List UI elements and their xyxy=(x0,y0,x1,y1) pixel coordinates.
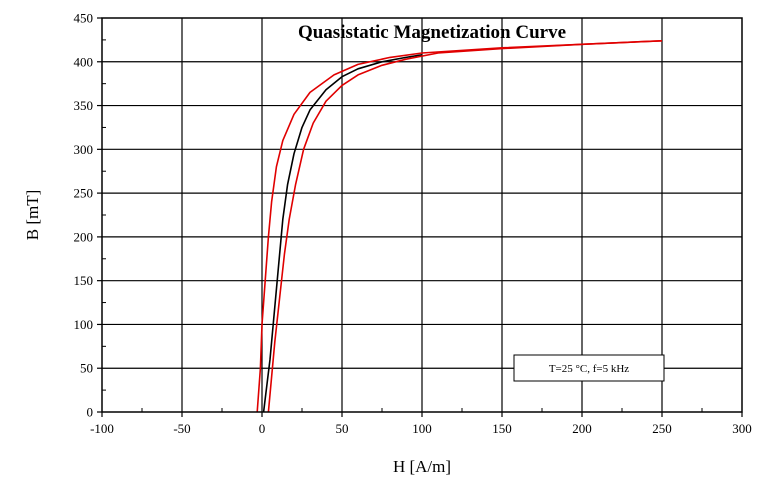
grid-lines xyxy=(102,18,742,412)
y-tick-labels: 0 50 100 150 200 250 300 350 400 450 xyxy=(74,11,94,420)
x-axis-title: H [A/m] xyxy=(393,457,451,476)
x-tick-label: 200 xyxy=(572,421,592,436)
y-tick-label: 400 xyxy=(74,54,94,69)
chart-title: Quasistatic Magnetization Curve xyxy=(298,22,566,43)
minor-ticks xyxy=(97,17,743,417)
x-tick-label: 150 xyxy=(492,421,512,436)
y-axis-title: B [mT] xyxy=(23,190,42,241)
series-line-2 xyxy=(256,40,663,413)
y-tick-label: 100 xyxy=(74,317,94,332)
x-tick-labels: -100 -50 0 50 100 150 200 250 300 xyxy=(90,421,752,436)
y-tick-label: 450 xyxy=(74,11,94,26)
plot-frame xyxy=(101,17,743,413)
x-tick-label: 50 xyxy=(336,421,349,436)
y-tick-label: 350 xyxy=(74,98,94,113)
y-tick-label: 200 xyxy=(74,229,94,244)
annotation-frame xyxy=(513,354,665,382)
x-tick-label: -100 xyxy=(90,421,114,436)
x-tick-label: 300 xyxy=(732,421,752,436)
series-layer xyxy=(256,40,663,413)
y-tick-label: 250 xyxy=(74,186,94,201)
y-tick-label: 150 xyxy=(74,273,94,288)
y-tick-label: 0 xyxy=(87,405,94,420)
x-tick-label: 100 xyxy=(412,421,432,436)
x-tick-label: -50 xyxy=(173,421,190,436)
series-line-1 xyxy=(267,40,663,413)
y-tick-label: 300 xyxy=(74,142,94,157)
x-tick-label: 0 xyxy=(259,421,266,436)
y-tick-label: 50 xyxy=(80,361,93,376)
x-tick-label: 250 xyxy=(652,421,672,436)
series-line-0 xyxy=(262,54,423,413)
annotation-text: T=25 °C, f=5 kHz xyxy=(549,363,629,375)
annotation-box: T=25 °C, f=5 kHz xyxy=(513,354,665,382)
